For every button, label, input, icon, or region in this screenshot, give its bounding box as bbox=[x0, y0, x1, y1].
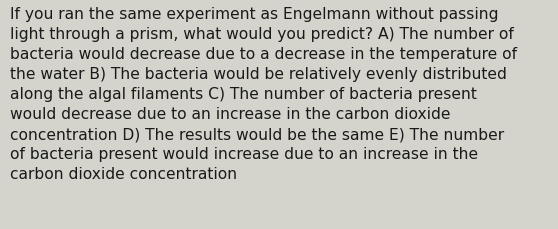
Text: If you ran the same experiment as Engelmann without passing
light through a pris: If you ran the same experiment as Engelm… bbox=[10, 7, 517, 181]
